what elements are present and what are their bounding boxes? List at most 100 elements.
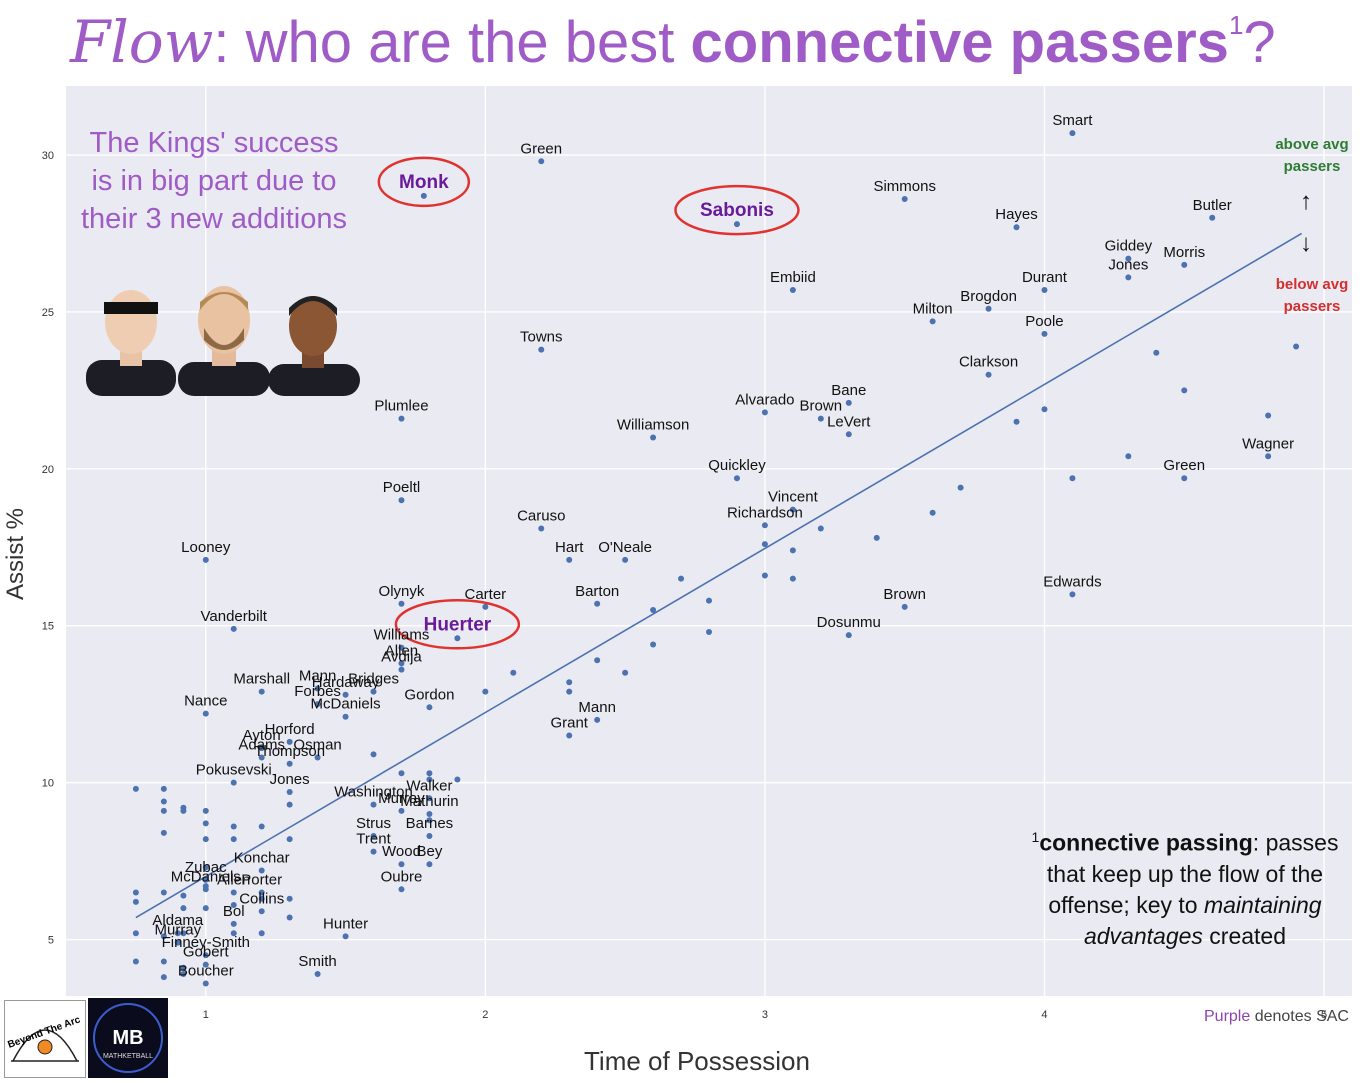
- arrow-down-icon: ↓: [1300, 230, 1312, 257]
- data-point: [398, 666, 405, 673]
- data-point: [286, 914, 293, 921]
- data-point: [174, 939, 181, 946]
- data-point: [706, 629, 712, 635]
- point-label: Mann: [578, 699, 616, 716]
- data-point: [845, 399, 852, 406]
- data-point: [1041, 330, 1048, 337]
- point-label: Vincent: [768, 489, 819, 506]
- data-point: [1125, 453, 1132, 460]
- data-point: [258, 930, 265, 937]
- point-label: Olynyk: [379, 583, 425, 600]
- data-point: [594, 716, 601, 723]
- point-label: Butler: [1193, 197, 1232, 214]
- data-point: [314, 754, 321, 761]
- data-point: [1293, 343, 1300, 350]
- data-point: [650, 641, 657, 648]
- point-label: Williamson: [617, 416, 690, 433]
- data-point: [160, 807, 167, 814]
- data-point: [789, 575, 796, 582]
- data-point: [482, 688, 489, 695]
- point-label: Bane: [831, 382, 866, 399]
- data-point: [258, 889, 265, 896]
- data-point: [398, 644, 405, 651]
- point-label: Durant: [1022, 269, 1068, 286]
- data-point: [202, 836, 209, 843]
- data-point: [1125, 255, 1132, 262]
- data-point: [1013, 224, 1020, 231]
- point-label: Embiid: [770, 269, 816, 286]
- data-point: [180, 930, 187, 937]
- x-tick-label: 4: [1041, 1009, 1047, 1021]
- data-point: [202, 952, 209, 959]
- point-label: Grant: [550, 715, 588, 732]
- data-point: [258, 908, 265, 915]
- point-label: Collins: [239, 890, 284, 907]
- point-label: Zubac: [185, 859, 227, 876]
- point-label: Bey: [417, 843, 443, 860]
- data-point: [286, 789, 293, 796]
- point-label: Milton: [913, 300, 953, 317]
- data-point: [180, 892, 187, 899]
- sac-note: Purple denotes SAC: [1204, 1008, 1349, 1026]
- point-label: Green: [1163, 457, 1205, 474]
- data-point: [160, 933, 167, 940]
- data-point: [1069, 475, 1076, 482]
- data-point: [929, 318, 936, 325]
- mathketball-logo-art: MB MATHKETBALL: [93, 1003, 163, 1073]
- data-point: [258, 867, 265, 874]
- data-point: [817, 415, 824, 422]
- point-label: Strus: [356, 815, 391, 832]
- data-point: [314, 701, 321, 708]
- data-point: [1153, 349, 1160, 356]
- data-point: [901, 603, 908, 610]
- data-point: [733, 475, 740, 482]
- point-label: Osman: [293, 737, 341, 754]
- data-point: [202, 905, 209, 912]
- player-2-image: [178, 286, 270, 396]
- data-point: [314, 971, 321, 978]
- data-point: [180, 905, 187, 912]
- point-label: Nance: [184, 693, 227, 710]
- point-label: Oubre: [381, 868, 423, 885]
- data-point: [426, 770, 433, 777]
- y-tick-label: 5: [48, 935, 54, 947]
- data-point: [426, 832, 433, 839]
- above-avg-label: above avg passers: [1275, 136, 1349, 175]
- point-label: Allen: [385, 642, 418, 659]
- point-label: Green: [520, 140, 562, 157]
- data-point: [398, 770, 405, 777]
- data-point: [342, 933, 349, 940]
- point-label: Avdija: [381, 649, 422, 666]
- point-label: O'Neale: [598, 539, 652, 556]
- data-point: [957, 484, 964, 491]
- x-axis-label: Time of Possession: [584, 1046, 810, 1076]
- data-point: [761, 409, 768, 416]
- data-point: [1265, 453, 1272, 460]
- data-point: [566, 688, 573, 695]
- data-point: [426, 861, 433, 868]
- data-point: [230, 779, 237, 786]
- data-point: [342, 713, 349, 720]
- data-point: [678, 575, 685, 582]
- point-label: Jones: [1108, 256, 1148, 273]
- data-point: [230, 836, 237, 843]
- data-point: [258, 895, 265, 902]
- data-point: [230, 930, 237, 937]
- data-point: [132, 958, 139, 965]
- data-point: [929, 509, 936, 516]
- data-point: [258, 754, 265, 761]
- data-point: [566, 556, 573, 563]
- point-label: Giddey: [1105, 238, 1153, 255]
- data-point: [202, 710, 209, 717]
- title-footnote-mark: 1: [1228, 10, 1244, 40]
- point-label: Smith: [298, 953, 336, 970]
- y-tick-label: 15: [42, 621, 54, 633]
- data-point: [789, 286, 796, 293]
- data-point: [761, 522, 768, 529]
- point-label: Horford: [265, 721, 315, 738]
- data-point: [286, 760, 293, 767]
- footnote-italic: maintaining advantages: [1083, 891, 1322, 949]
- point-label: Marshall: [233, 671, 290, 688]
- point-label: Pokusevski: [196, 762, 272, 779]
